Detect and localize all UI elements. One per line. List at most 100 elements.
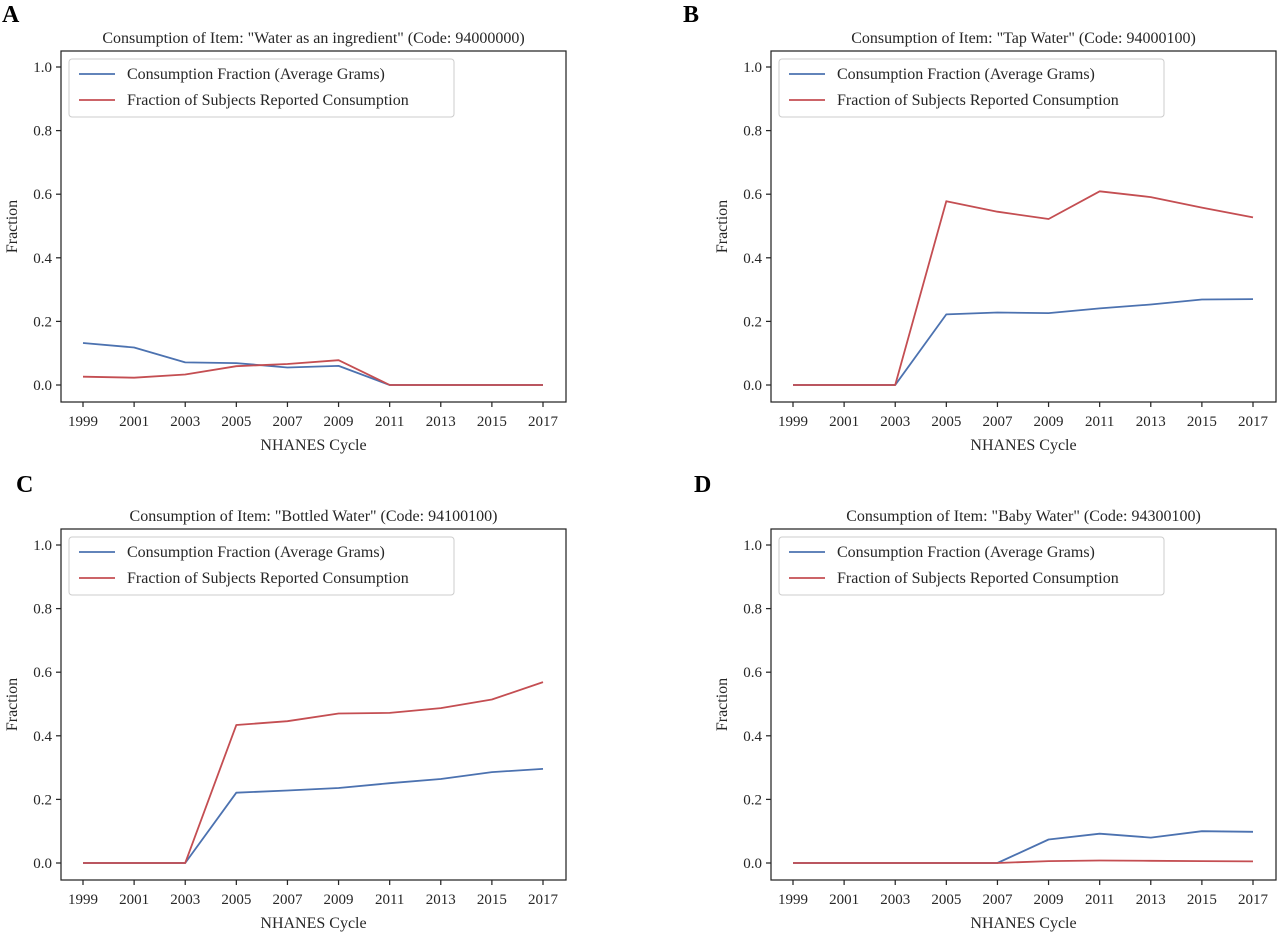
chart-panel-b: B Consumption of Item: "Tap Water" (Code:… [683,2,1277,454]
x-tick-label: 1999 [68,414,98,430]
y-axis-label: Fraction [4,200,21,253]
y-tick-label: 0.4 [33,729,52,745]
x-tick-label: 1999 [778,414,808,430]
legend-box [68,58,455,118]
x-tick-label: 2007 [272,414,303,430]
axes-frame [770,528,1277,881]
x-tick-label: 2013 [1136,892,1166,908]
series-line-subjects-fraction [82,359,543,386]
legend-box [778,58,1165,118]
legend-label: Consumption Fraction (Average Grams) [837,544,1095,561]
x-tick-label: 2003 [880,892,910,908]
axes-frame [60,528,567,881]
x-tick-label: 2005 [221,414,251,430]
x-tick-label: 2001 [829,892,859,908]
x-tick-label: 2007 [982,892,1013,908]
series-line-consumption-fraction [82,342,543,386]
series-line-consumption-fraction [793,298,1254,386]
x-tick-label: 2003 [170,892,200,908]
y-tick-label: 0.4 [743,251,762,267]
y-tick-label: 0.0 [743,378,762,394]
series-line-consumption-fraction [83,768,544,864]
x-tick-label: 2003 [880,414,910,430]
y-axis-label: Fraction [4,678,21,731]
legend-label: Consumption Fraction (Average Grams) [127,544,385,561]
x-tick-label: 2017 [528,414,559,430]
panel-letter: C [16,472,33,498]
chart-panel-d: D Consumption of Item: "Baby Water" (Code… [694,472,1277,932]
legend-box [68,536,455,596]
y-tick-label: 0.6 [33,665,52,681]
panel-letter: A [2,2,20,28]
x-tick-label: 2013 [1136,414,1166,430]
series-line-consumption-fraction [793,830,1254,864]
x-tick-label: 2009 [324,414,354,430]
chart-panel-a: A Consumption of Item: "Water as an ingre… [2,2,567,454]
x-tick-label: 2017 [528,892,559,908]
x-axis-label: NHANES Cycle [970,915,1076,932]
x-tick-label: 2007 [982,414,1013,430]
axes-frame [770,50,1277,403]
y-tick-label: 0.6 [743,665,762,681]
x-tick-label: 2007 [272,892,303,908]
x-tick-label: 2011 [375,414,404,430]
legend-label: Fraction of Subjects Reported Consumptio… [837,92,1119,109]
x-tick-label: 2011 [375,892,404,908]
x-tick-label: 2009 [324,892,354,908]
series-line-subjects-fraction [793,190,1254,386]
legend-box [778,536,1165,596]
y-tick-label: 0.4 [33,251,52,267]
x-tick-label: 1999 [68,892,98,908]
x-tick-label: 2015 [1187,414,1217,430]
y-tick-label: 0.2 [33,314,52,330]
x-tick-label: 2015 [477,414,507,430]
panel-letter: D [694,472,711,498]
x-tick-label: 2017 [1238,414,1269,430]
x-tick-label: 2015 [477,892,507,908]
chart-title: Consumption of Item: "Water as an ingred… [102,30,524,47]
legend-label: Fraction of Subjects Reported Consumptio… [127,92,409,109]
x-tick-label: 2005 [931,414,961,430]
y-tick-label: 1.0 [33,60,52,76]
x-tick-label: 2013 [426,414,456,430]
series-line-subjects-fraction [83,681,544,864]
y-tick-label: 0.8 [743,602,762,618]
x-tick-label: 2009 [1034,892,1064,908]
y-tick-label: 0.2 [743,792,762,808]
axes-frame [60,50,567,403]
chart-panel-c: C Consumption of Item: "Bottled Water" (C… [4,472,567,932]
y-tick-label: 1.0 [33,538,52,554]
y-tick-label: 0.0 [743,856,762,872]
x-tick-label: 2001 [119,414,149,430]
y-tick-label: 0.0 [33,378,52,394]
series-line-subjects-fraction [793,859,1254,864]
x-tick-label: 2003 [170,414,200,430]
y-tick-label: 0.8 [33,602,52,618]
chart-title: Consumption of Item: "Bottled Water" (Co… [130,508,498,525]
x-tick-label: 1999 [778,892,808,908]
x-tick-label: 2001 [119,892,149,908]
x-tick-label: 2011 [1085,414,1114,430]
y-tick-label: 1.0 [743,60,762,76]
x-tick-label: 2005 [931,892,961,908]
x-tick-label: 2017 [1238,892,1269,908]
y-axis-label: Fraction [714,200,731,253]
chart-title: Consumption of Item: "Tap Water" (Code: … [851,30,1196,47]
x-tick-label: 2009 [1034,414,1064,430]
y-tick-label: 0.2 [33,792,52,808]
x-axis-label: NHANES Cycle [260,915,366,932]
x-axis-label: NHANES Cycle [970,437,1076,454]
y-tick-label: 1.0 [743,538,762,554]
y-tick-label: 0.0 [33,856,52,872]
legend-label: Consumption Fraction (Average Grams) [127,66,385,83]
y-tick-label: 0.2 [743,314,762,330]
y-tick-label: 0.4 [743,729,762,745]
x-tick-label: 2013 [426,892,456,908]
legend-label: Fraction of Subjects Reported Consumptio… [127,570,409,587]
chart-title: Consumption of Item: "Baby Water" (Code:… [846,508,1201,525]
y-tick-label: 0.6 [743,187,762,203]
legend-label: Fraction of Subjects Reported Consumptio… [837,570,1119,587]
y-tick-label: 0.8 [33,124,52,140]
y-tick-label: 0.8 [743,124,762,140]
